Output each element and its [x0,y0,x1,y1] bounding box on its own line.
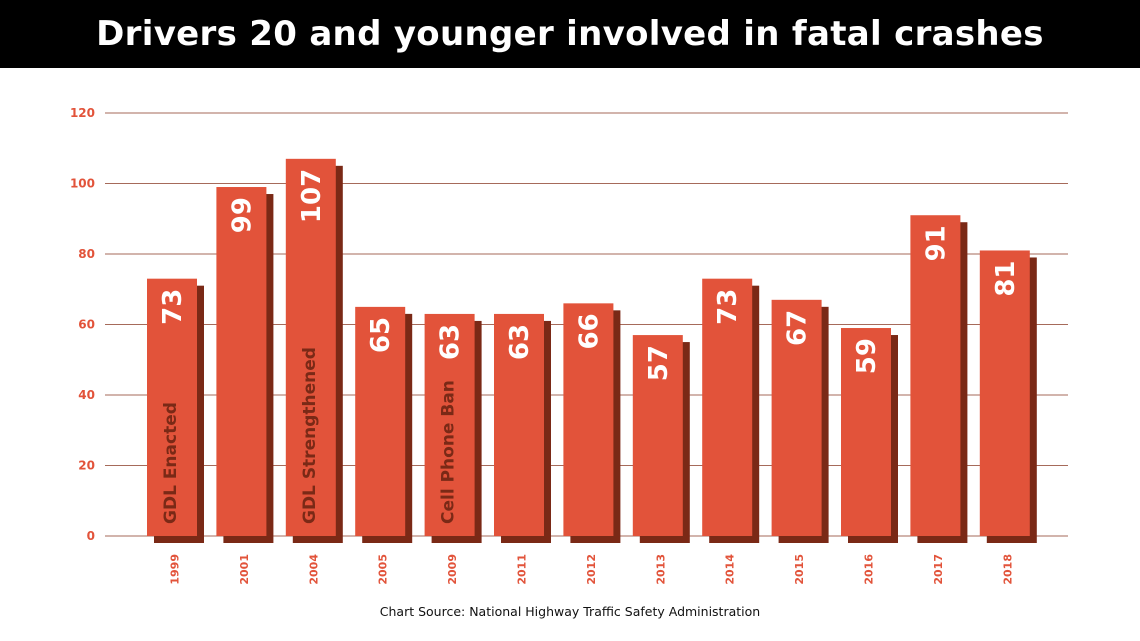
bar [910,215,961,536]
bar-value-label: 63 [436,324,466,360]
chart-title: Drivers 20 and younger involved in fatal… [96,14,1044,54]
y-tick-label: 60 [78,318,95,332]
x-tick-label: 2001 [238,554,251,585]
bar-value-label: 65 [366,317,396,353]
x-tick-label: 2012 [585,554,598,585]
bar-value-label: 81 [991,260,1021,296]
bar [771,299,822,536]
title-bar: Drivers 20 and younger involved in fatal… [0,0,1140,68]
bar [494,313,544,536]
bar [147,278,197,536]
bar [841,328,891,536]
y-tick-label: 120 [70,106,95,120]
bar-annotation: GDL Enacted [161,402,181,524]
bar-chart: 0 20 40 60 80 100 120 73 1999 99 2001 107 2004 65 2005… [70,106,1068,585]
x-tick-label: 2011 [516,554,529,585]
bar-value-label: 91 [921,225,951,261]
y-tick-label: 0 [87,529,95,543]
x-tick-label: 2017 [932,554,945,585]
bar-value-label: 73 [158,289,188,325]
bar [979,250,1030,536]
x-tick-label: 1999 [169,554,182,585]
bar [563,303,614,536]
bar [355,306,406,536]
y-tick-label: 20 [78,459,95,473]
bar-value-label: 99 [227,197,257,233]
y-tick-label: 80 [78,247,95,261]
bar-value-label: 57 [644,345,674,381]
bar-value-label: 63 [505,324,535,360]
bar-annotation: Cell Phone Ban [439,380,459,524]
chart-source: Chart Source: National Highway Traffic S… [379,604,761,619]
x-tick-label: 2016 [863,554,876,585]
x-tick-label: 2009 [446,554,459,585]
x-tick-label: 2018 [1001,554,1014,585]
x-tick-label: 2005 [377,554,390,585]
bar-value-label: 73 [713,289,743,325]
bar-value-label: 66 [574,313,604,349]
bar-value-label: 107 [297,169,327,223]
bar [632,335,683,536]
x-tick-label: 2013 [654,554,667,585]
x-tick-label: 2014 [724,554,737,585]
y-tick-label: 40 [78,388,95,402]
bar-value-label: 67 [783,310,813,346]
x-tick-label: 2015 [793,554,806,585]
bar [424,313,475,536]
bar [216,187,267,536]
bar-value-label: 59 [852,338,882,374]
bar [285,158,336,536]
y-tick-label: 100 [70,177,95,191]
x-tick-label: 2004 [307,554,320,585]
bar-annotation: GDL Strengthened [300,347,320,524]
bar [702,278,753,536]
